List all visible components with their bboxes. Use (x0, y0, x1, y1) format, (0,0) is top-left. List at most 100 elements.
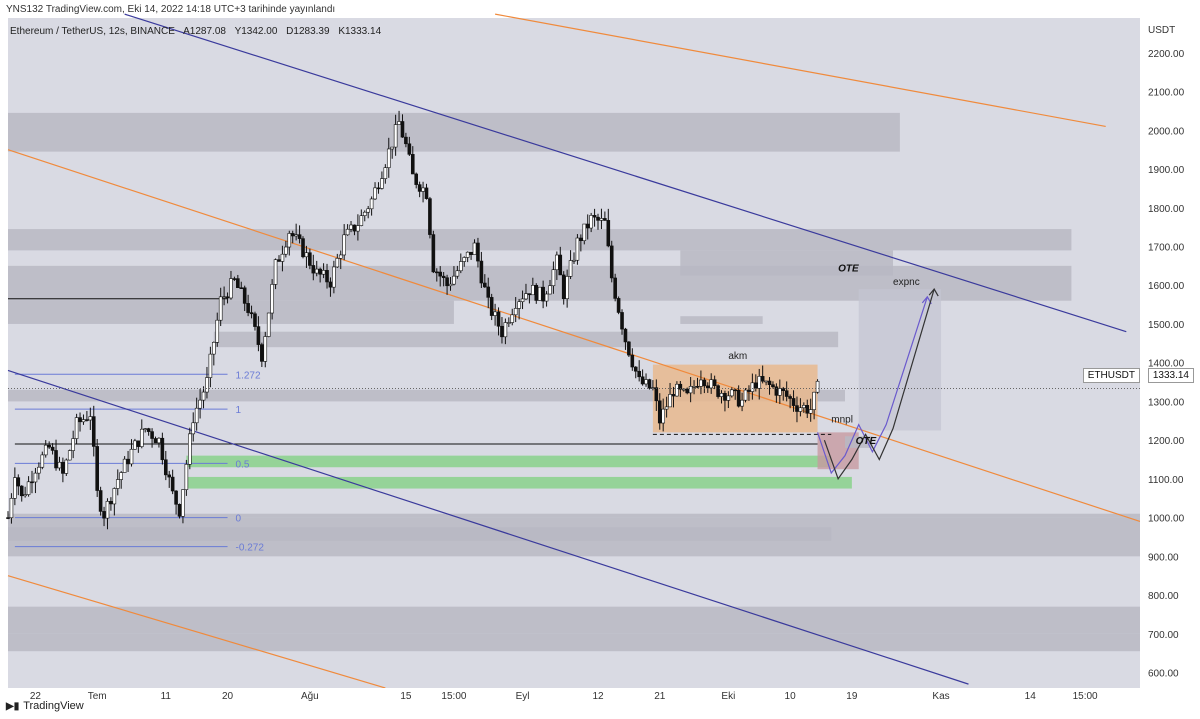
candle-body (695, 386, 700, 388)
candle-body (273, 259, 278, 285)
candle-body (651, 387, 655, 389)
candle-body (465, 251, 470, 258)
fib-label: 0.5 (236, 459, 250, 470)
candle-body (386, 148, 391, 168)
y-tick-label: 800.00 (1148, 591, 1179, 602)
symbol-tag: ETHUSDT (1082, 368, 1140, 383)
trend-line (124, 13, 1127, 333)
x-tick-label: 20 (222, 691, 234, 702)
x-tick-label: 11 (161, 691, 172, 702)
y-tick-label: 900.00 (1148, 552, 1179, 563)
y-tick-label: 1500.00 (1148, 320, 1185, 331)
candle-body (129, 448, 134, 465)
zone-gray (844, 436, 873, 448)
candle-body (448, 283, 453, 287)
candle-body (325, 270, 329, 283)
candle-body (469, 251, 473, 255)
candle-body (633, 366, 638, 372)
candle-body (620, 312, 624, 330)
candle-body (109, 501, 113, 505)
candle-body (808, 409, 813, 414)
candle-body (232, 278, 237, 280)
candle-body (43, 444, 48, 456)
candle-body (328, 281, 333, 288)
candle-body (249, 312, 254, 315)
zone-gray (680, 316, 763, 324)
candle-body (85, 419, 89, 421)
candle-body (23, 494, 27, 497)
x-tick-label: 19 (846, 691, 858, 702)
candle-body (287, 233, 292, 248)
candle-body (157, 437, 161, 444)
candle-body (791, 398, 796, 406)
candle-body (788, 396, 792, 399)
candle-body (623, 328, 628, 343)
price-axis (1140, 18, 1200, 688)
candle-body (150, 431, 154, 439)
projection-path (816, 296, 928, 475)
candle-body (603, 218, 607, 221)
trend-line (7, 149, 1141, 523)
candle-body (242, 287, 247, 304)
candle-body (675, 383, 679, 397)
candle-body (496, 311, 501, 327)
y-tick-label: 1700.00 (1148, 242, 1185, 253)
candle-body (13, 477, 17, 499)
y-tick-label: 2100.00 (1148, 88, 1185, 99)
candle-body (764, 380, 768, 383)
candle-body (592, 215, 597, 218)
candle-body (139, 428, 144, 447)
zone-gray (8, 606, 1140, 634)
candle-body (181, 489, 185, 517)
candle-body (256, 326, 261, 345)
x-tick-label: 15 (400, 691, 412, 702)
candle-body (98, 490, 103, 512)
candle-body (407, 143, 412, 155)
candle-body (112, 488, 117, 505)
candle-body (551, 269, 556, 287)
candle-body (321, 270, 326, 275)
candle-body (685, 388, 690, 394)
candle-body (767, 380, 772, 385)
publish-info: YNS132 TradingView.com, Eki 14, 2022 14:… (6, 4, 336, 15)
candle-body (802, 405, 806, 409)
ohlc-high: Y1342.00 (234, 26, 278, 37)
y-tick-label: 600.00 (1148, 669, 1179, 680)
fib-label: 0 (236, 514, 242, 525)
candle-body (421, 187, 425, 192)
y-tick-label: 1400.00 (1148, 359, 1185, 370)
x-tick-label: Tem (88, 691, 107, 702)
candle-body (390, 146, 394, 150)
candle-body (661, 408, 665, 424)
candle-body (555, 254, 559, 271)
y-tick-label: 1800.00 (1148, 204, 1185, 215)
candle-body (218, 296, 223, 321)
y-tick-label: 1000.00 (1148, 514, 1185, 525)
candle-body (54, 450, 58, 469)
candle-body (290, 233, 295, 237)
candle-body (102, 511, 106, 519)
candle-body (342, 234, 346, 256)
candle-body (95, 446, 99, 491)
candle-body (143, 428, 148, 430)
candle-body (678, 383, 683, 390)
candle-body (225, 296, 230, 299)
candle-body (410, 154, 415, 175)
candle-body (705, 385, 710, 389)
y-tick-label: 1200.00 (1148, 436, 1185, 447)
candle-body (507, 322, 511, 324)
trend-line (7, 369, 969, 685)
candle-body (33, 472, 38, 483)
candle-body (541, 286, 545, 302)
candle-body (57, 461, 62, 469)
candle-body (712, 379, 717, 387)
candle-body (534, 285, 539, 301)
annotation-akm: akm (728, 351, 747, 362)
fib-label: -0.272 (236, 543, 265, 554)
y-tick-label: 1900.00 (1148, 165, 1185, 176)
candle-body (297, 234, 302, 239)
candle-body (438, 271, 443, 277)
candle-body (582, 223, 587, 241)
candle-body (229, 278, 233, 299)
